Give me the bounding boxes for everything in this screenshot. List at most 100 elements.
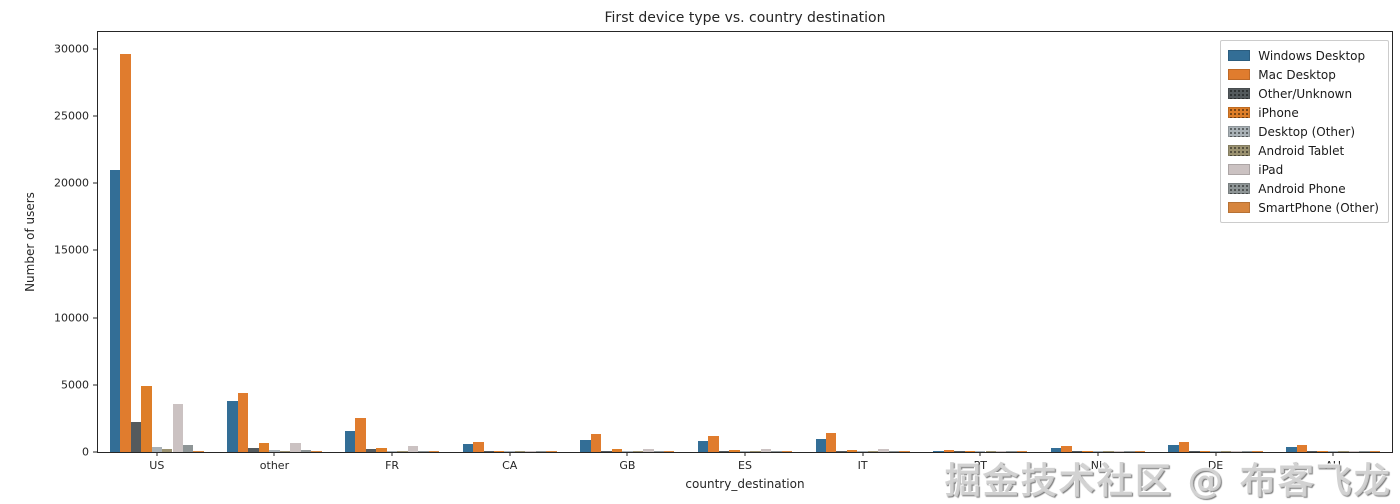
bar [483, 451, 495, 452]
bar [120, 53, 131, 452]
legend-label: Desktop (Other) [1258, 124, 1356, 139]
x-tick-mark [862, 452, 864, 456]
x-tick-label: ES [738, 459, 752, 472]
bar [172, 403, 183, 452]
bar [760, 449, 772, 452]
bar [867, 451, 879, 452]
y-tick-mark [93, 115, 97, 117]
bar [1296, 444, 1308, 452]
x-tick-mark [1097, 452, 1099, 456]
bar [109, 169, 121, 452]
bar [182, 444, 194, 452]
bar [1124, 451, 1135, 452]
x-tick-mark [156, 452, 158, 456]
legend-label: Android Phone [1258, 181, 1346, 196]
bar [279, 451, 291, 452]
bar [718, 450, 730, 452]
legend-swatch [1228, 164, 1251, 175]
x-tick-mark [391, 452, 393, 456]
bar [857, 451, 868, 452]
legend-label: SmartPhone (Other) [1258, 200, 1379, 215]
bar [1210, 451, 1221, 452]
y-tick-label: 15000 [54, 243, 89, 257]
y-tick-label: 20000 [54, 176, 89, 190]
bar [193, 451, 204, 452]
legend: Windows Desktop Mac Desktop Other/Unknown i… [1220, 40, 1389, 223]
bar [878, 449, 889, 452]
bar [130, 422, 142, 452]
x-tick-mark [1332, 452, 1334, 456]
legend-label: Windows Desktop [1258, 48, 1366, 63]
x-tick-label: DE [1207, 459, 1224, 472]
legend-label: Mac Desktop [1258, 67, 1336, 82]
bar [473, 442, 484, 452]
bar [141, 386, 152, 452]
legend-item: SmartPhone (Other) [1228, 198, 1379, 217]
bar [514, 451, 526, 452]
bar [290, 443, 301, 452]
legend-item: Other/Unknown [1228, 84, 1379, 103]
bar [151, 447, 163, 452]
bar [663, 451, 675, 452]
chart-title: First device type vs. country destinatio… [604, 10, 886, 26]
bar [462, 443, 474, 452]
bar [237, 392, 249, 452]
legend-item: Windows Desktop [1228, 46, 1379, 65]
y-tick-label: 0 [82, 445, 89, 459]
bar [697, 441, 709, 452]
bar [933, 450, 944, 452]
legend-swatch [1228, 145, 1251, 156]
bar [739, 451, 751, 452]
bar [1369, 451, 1381, 452]
bar [1168, 444, 1179, 452]
legend-swatch [1228, 69, 1251, 80]
y-tick-label: 30000 [54, 42, 89, 56]
bar [781, 451, 793, 452]
legend-item: iPad [1228, 160, 1379, 179]
bar [504, 451, 515, 452]
x-tick-mark [626, 452, 628, 456]
bar [708, 435, 719, 452]
bar [1113, 451, 1125, 452]
bar [632, 451, 644, 452]
bar [1199, 451, 1211, 452]
legend-swatch [1228, 202, 1251, 213]
legend-item: iPhone [1228, 103, 1379, 122]
x-axis-label: country_destination [685, 477, 805, 491]
y-tick-label: 10000 [54, 311, 89, 325]
bar [964, 451, 976, 452]
legend-label: iPad [1258, 162, 1284, 177]
legend-label: Other/Unknown [1258, 86, 1353, 101]
legend-swatch [1228, 126, 1251, 137]
bar [1189, 451, 1200, 452]
x-tick-mark [1215, 452, 1217, 456]
bar [162, 449, 173, 452]
x-tick-mark [509, 452, 511, 456]
bar [1092, 451, 1104, 452]
bar [771, 451, 782, 452]
bar [1359, 451, 1370, 452]
y-axis-label: Number of users [23, 192, 37, 292]
x-tick-label: IT [857, 459, 868, 472]
x-tick-label: FR [385, 459, 400, 472]
bar [345, 430, 356, 452]
legend-item: Desktop (Other) [1228, 122, 1379, 141]
bar [815, 438, 827, 452]
bar [750, 451, 761, 452]
bar [365, 449, 377, 452]
bar [397, 451, 408, 452]
legend-item: Android Tablet [1228, 141, 1379, 160]
y-tick-mark [93, 182, 97, 184]
bar [846, 449, 858, 452]
bar [376, 447, 387, 452]
bar [622, 451, 633, 452]
bar [1241, 451, 1253, 452]
bar [826, 432, 837, 452]
bar [1103, 451, 1114, 452]
x-tick-label: NL [1090, 459, 1106, 472]
bar [1327, 451, 1339, 452]
y-tick-mark [93, 451, 97, 453]
y-tick-mark [93, 249, 97, 251]
bar [269, 450, 280, 452]
